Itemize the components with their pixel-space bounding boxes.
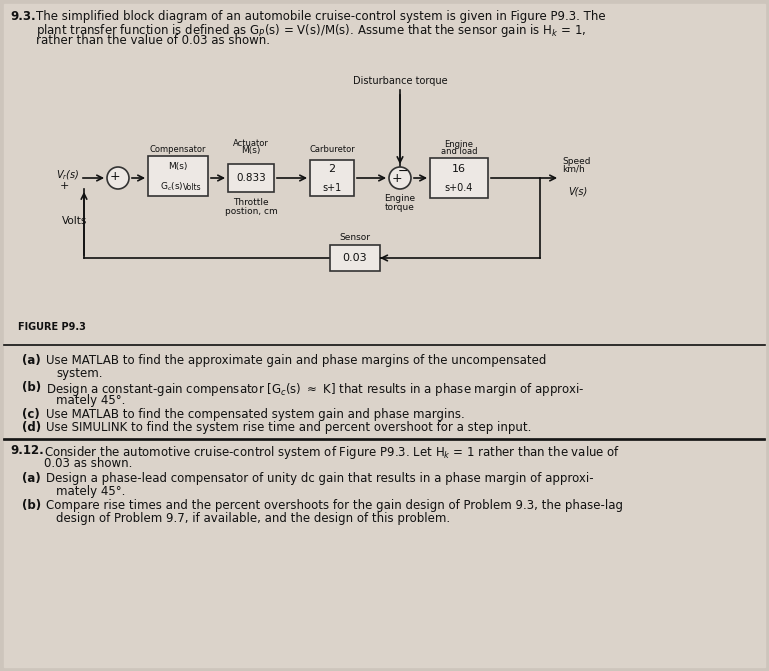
Text: −: −	[398, 164, 408, 178]
Text: Design a phase-lead compensator of unity dc gain that results in a phase margin : Design a phase-lead compensator of unity…	[46, 472, 594, 485]
Bar	[330, 245, 380, 271]
Text: Design a constant-gain compensator [G$_c$(s) $\approx$ K] that results in a phas: Design a constant-gain compensator [G$_c…	[46, 381, 584, 398]
Circle shape	[389, 167, 411, 189]
Text: Carburetor: Carburetor	[309, 145, 355, 154]
Text: rather than the value of 0.03 as shown.: rather than the value of 0.03 as shown.	[36, 34, 270, 47]
Text: Use MATLAB to find the approximate gain and phase margins of the uncompensated: Use MATLAB to find the approximate gain …	[46, 354, 547, 367]
Circle shape	[107, 167, 129, 189]
Text: +: +	[110, 170, 120, 183]
Text: Actuator: Actuator	[233, 139, 269, 148]
Text: mately 45°.: mately 45°.	[56, 485, 125, 498]
Bar	[430, 158, 488, 198]
Text: (b): (b)	[22, 381, 41, 394]
Text: Engine: Engine	[444, 140, 474, 149]
Text: 0.03: 0.03	[343, 253, 368, 263]
Text: design of Problem 9.7, if available, and the design of this problem.: design of Problem 9.7, if available, and…	[56, 512, 450, 525]
Text: (a): (a)	[22, 472, 41, 485]
Text: 0.03 as shown.: 0.03 as shown.	[44, 457, 132, 470]
Text: Sensor: Sensor	[339, 233, 371, 242]
Text: Consider the automotive cruise-control system of Figure P9.3. Let H$_k$ = 1 rath: Consider the automotive cruise-control s…	[44, 444, 621, 461]
Text: plant transfer function is defined as G$_P$(s) = V(s)/M(s). Assume that the sens: plant transfer function is defined as G$…	[36, 22, 586, 39]
Text: system.: system.	[56, 367, 102, 380]
Text: Use MATLAB to find the compensated system gain and phase margins.: Use MATLAB to find the compensated syste…	[46, 408, 464, 421]
Text: V(s): V(s)	[568, 186, 588, 196]
Text: Throttle: Throttle	[233, 198, 269, 207]
Text: (a): (a)	[22, 354, 41, 367]
Text: (d): (d)	[22, 421, 41, 434]
Text: Compare rise times and the percent overshoots for the gain design of Problem 9.3: Compare rise times and the percent overs…	[46, 499, 623, 512]
Text: km/h: km/h	[562, 165, 584, 174]
Bar	[310, 160, 354, 196]
Text: postion, cm: postion, cm	[225, 207, 278, 216]
Text: Speed: Speed	[562, 157, 591, 166]
Text: Volts: Volts	[62, 216, 88, 226]
Text: Use SIMULINK to find the system rise time and percent overshoot for a step input: Use SIMULINK to find the system rise tim…	[46, 421, 531, 434]
Text: 2: 2	[328, 164, 335, 174]
Text: 0.833: 0.833	[236, 173, 266, 183]
Text: The simplified block diagram of an automobile cruise-control system is given in : The simplified block diagram of an autom…	[36, 10, 606, 23]
Text: torque: torque	[385, 203, 415, 212]
Text: s+1: s+1	[322, 183, 341, 193]
Text: +: +	[391, 172, 402, 185]
Text: Volts: Volts	[183, 183, 201, 191]
Text: (c): (c)	[22, 408, 40, 421]
Text: mately 45°.: mately 45°.	[56, 394, 125, 407]
Text: 9.3.: 9.3.	[10, 10, 35, 23]
Text: s+0.4: s+0.4	[444, 183, 473, 193]
Bar	[148, 156, 208, 196]
Text: (b): (b)	[22, 499, 41, 512]
Text: V$_r$(s): V$_r$(s)	[56, 168, 79, 182]
Text: G$_c$(s): G$_c$(s)	[160, 180, 184, 193]
Text: Engine: Engine	[384, 194, 415, 203]
Text: +: +	[60, 181, 69, 191]
Text: M(s): M(s)	[168, 162, 188, 170]
Text: FIGURE P9.3: FIGURE P9.3	[18, 322, 86, 332]
Text: Disturbance torque: Disturbance torque	[353, 76, 448, 86]
Text: M(s): M(s)	[241, 146, 261, 155]
Text: and load: and load	[441, 147, 478, 156]
Bar	[228, 164, 274, 192]
Text: 16: 16	[452, 164, 466, 174]
Text: 9.12.: 9.12.	[10, 444, 44, 457]
Text: Compensator: Compensator	[150, 145, 206, 154]
